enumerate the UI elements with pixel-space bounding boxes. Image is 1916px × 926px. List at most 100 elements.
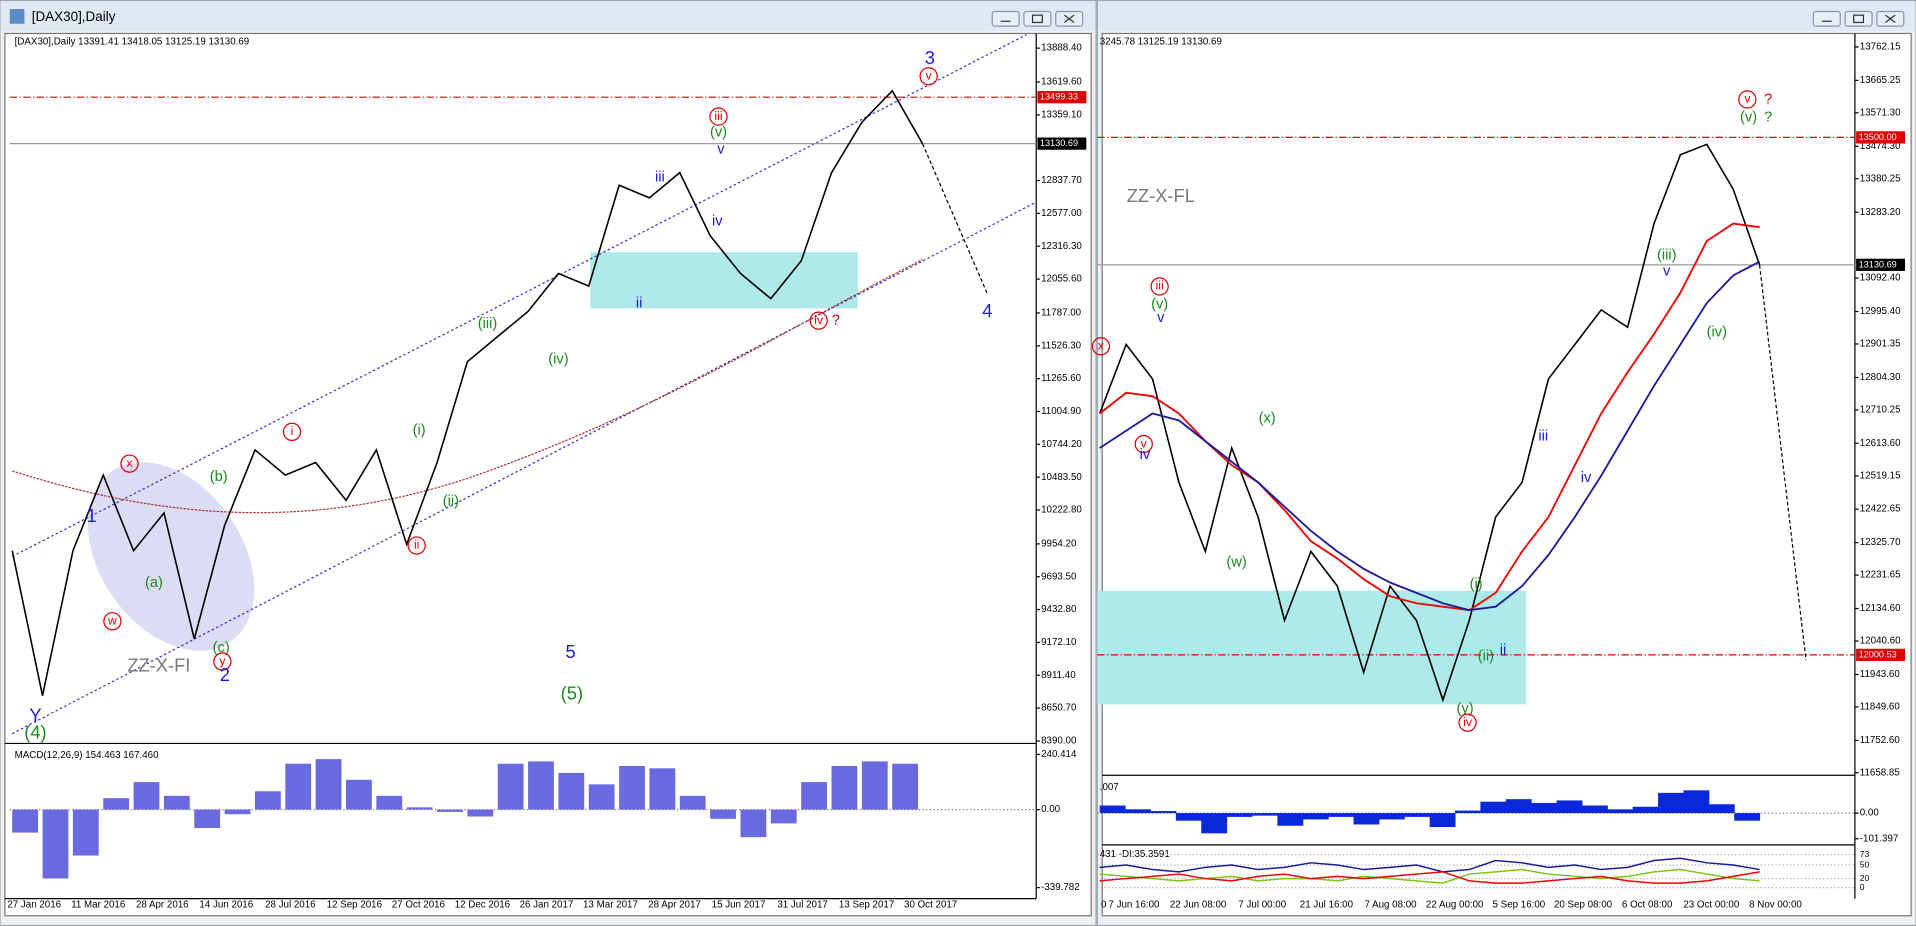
- histogram-bar: [1404, 813, 1431, 817]
- x-tick-label: 31 Jul 2017: [777, 899, 828, 910]
- x-tick-label: 28 Jul 2016: [265, 899, 315, 910]
- window-button[interactable]: [1023, 10, 1052, 27]
- y-tick-label: 11752.60: [1860, 735, 1901, 746]
- wave-label: (i): [413, 422, 426, 438]
- wave-label: (i): [1470, 576, 1483, 592]
- y-tick-label: 12231.65: [1860, 570, 1901, 581]
- price-marker-label: 13499.33: [1040, 92, 1078, 102]
- wave-label: (v): [1151, 297, 1168, 313]
- wave-circle: [1091, 337, 1111, 356]
- wave-label: (a): [145, 575, 163, 591]
- x-tick-label: 12 Sep 2016: [327, 899, 382, 910]
- histogram-bar: [1708, 804, 1735, 814]
- wave-label: (v): [1740, 110, 1757, 126]
- wave-label: (5): [561, 682, 583, 703]
- y-tick-label: 240.414: [1041, 749, 1077, 760]
- x-tick-label: 15 Jun 2017: [712, 899, 766, 910]
- wave-label: iv: [1581, 470, 1592, 486]
- wave-circle: [709, 107, 728, 126]
- window-title: [DAX30],Daily: [32, 9, 116, 24]
- y-tick-label: 11004.90: [1041, 406, 1082, 417]
- ma-blue: [1099, 260, 1761, 612]
- histogram-bar: [1353, 813, 1380, 825]
- histogram-bar: [1531, 802, 1558, 814]
- wave-circle: [103, 612, 122, 631]
- histogram-bar: [1556, 800, 1583, 814]
- wave-circle: [1150, 277, 1169, 296]
- wave-label: 1: [87, 505, 97, 526]
- window-button[interactable]: [991, 10, 1020, 27]
- adx-line: [1099, 857, 1760, 873]
- wave-label: ZZ-X-FI: [127, 654, 190, 675]
- x-tick-label: 21 Jul 16:00: [1300, 899, 1354, 910]
- x-tick-label: 28 Apr 2017: [648, 899, 701, 910]
- wave-label: (w): [1226, 554, 1246, 570]
- window-button[interactable]: [1812, 10, 1841, 27]
- y-tick-label: 9172.10: [1041, 637, 1077, 648]
- wave-circle: [809, 311, 828, 330]
- histogram-bar: [1480, 801, 1507, 814]
- wave-label: iv: [814, 313, 824, 327]
- btn-glyph: [1853, 14, 1865, 24]
- price-line: [11, 89, 924, 696]
- price-marker-label: 13500.00: [1859, 132, 1897, 142]
- histogram-bar: [1150, 811, 1177, 814]
- wave-label: (ii): [443, 493, 459, 509]
- wave-label: ?: [1764, 110, 1772, 126]
- price-marker-label: 13130.69: [1040, 138, 1078, 148]
- y-tick-label: 8911.40: [1041, 670, 1076, 681]
- wave-label: (ii): [1478, 649, 1494, 665]
- wave-circle: [1134, 434, 1153, 454]
- y-tick-label: 10744.20: [1041, 439, 1082, 450]
- chart-header: [DAX30],Daily 13391.41 13418.05 13125.19…: [15, 37, 250, 48]
- indicator-label: MACD(12,26,9) 154.463 167.460: [15, 750, 159, 761]
- channel: [11, 201, 1037, 735]
- y-tick-label: 12519.15: [1860, 470, 1901, 481]
- y-tick-label: 13380.25: [1860, 173, 1901, 184]
- x-tick-label: 22 Jun 08:00: [1170, 899, 1227, 910]
- wave-label: v: [1157, 310, 1165, 326]
- y-tick-label: 12055.60: [1041, 274, 1082, 285]
- histogram-bar: [528, 761, 554, 810]
- y-tick-label: 13092.40: [1860, 273, 1901, 284]
- zone: [1097, 590, 1527, 705]
- channel: [11, 34, 1027, 558]
- adx-line: [1099, 871, 1760, 884]
- histogram-bar: [1607, 809, 1634, 814]
- histogram-bar: [1175, 813, 1202, 821]
- title-bar: [1, 1, 1095, 32]
- y-tick-label: 12325.70: [1860, 537, 1901, 548]
- histogram-bar: [1429, 813, 1456, 828]
- wave-label: x: [126, 456, 132, 470]
- histogram-bar: [315, 759, 342, 810]
- x-tick-label: 13 Sep 2017: [839, 899, 894, 910]
- wave-label: ZZ-X-FL: [1127, 185, 1195, 206]
- histogram-bar: [254, 791, 281, 810]
- wave-label: iv: [712, 214, 723, 230]
- ma-curve: [12, 259, 923, 514]
- histogram-bar: [1099, 805, 1126, 814]
- wave-label: (iii): [1657, 248, 1677, 264]
- wave-label: (x): [1259, 410, 1276, 426]
- x-tick-label: 12 Dec 2016: [455, 899, 510, 910]
- histogram-bar: [1378, 813, 1405, 820]
- y-tick-label: 12837.70: [1041, 175, 1082, 186]
- wave-label: iii: [1538, 429, 1548, 445]
- wave-circle: [1738, 90, 1757, 109]
- wave-label: v: [1744, 92, 1751, 106]
- y-tick-label: 50: [1860, 859, 1870, 869]
- x-tick-label: 22 Aug 00:00: [1426, 899, 1484, 910]
- price-marker: [1856, 258, 1906, 271]
- price-marker: [1856, 131, 1906, 144]
- histogram-bar: [224, 809, 251, 815]
- window-button[interactable]: [1844, 10, 1873, 27]
- price-line: [1099, 143, 1761, 703]
- y-tick-label: 9954.20: [1041, 538, 1077, 549]
- histogram-bar: [892, 763, 919, 810]
- wave-label: (iv): [548, 352, 568, 368]
- x-tick-label: 0: [1101, 899, 1107, 910]
- y-tick-label: 10222.80: [1041, 505, 1082, 516]
- histogram-bar: [1734, 813, 1761, 821]
- y-tick-label: 12804.30: [1860, 372, 1901, 383]
